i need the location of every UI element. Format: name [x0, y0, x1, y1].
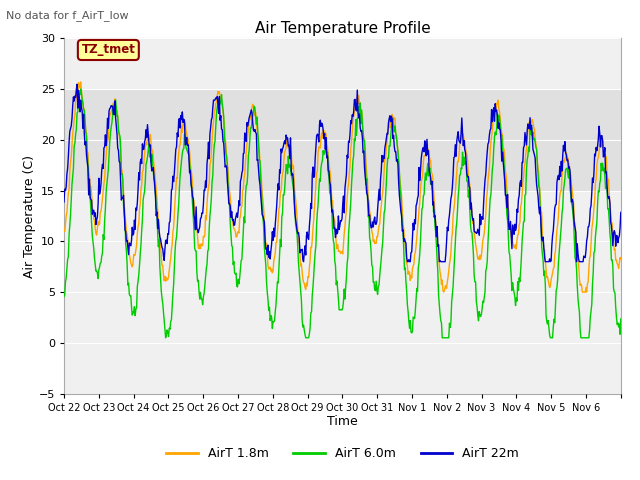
Text: No data for f_AirT_low: No data for f_AirT_low: [6, 10, 129, 21]
Text: TZ_tmet: TZ_tmet: [81, 44, 135, 57]
X-axis label: Time: Time: [327, 415, 358, 429]
Legend: AirT 1.8m, AirT 6.0m, AirT 22m: AirT 1.8m, AirT 6.0m, AirT 22m: [161, 443, 524, 466]
Bar: [64, 89, 621, 191]
Title: Air Temperature Profile: Air Temperature Profile: [255, 21, 430, 36]
Y-axis label: Air Temperature (C): Air Temperature (C): [23, 155, 36, 277]
